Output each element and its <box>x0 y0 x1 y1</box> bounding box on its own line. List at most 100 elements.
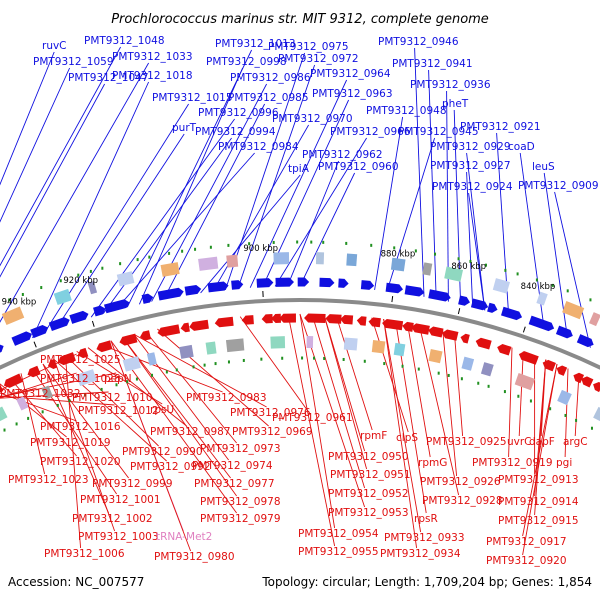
forward-gene-label: PMT9312_0985 <box>228 92 309 104</box>
forward-gene-label: PMT9312_1033 <box>112 51 193 63</box>
reverse-gene-label: PMT9312_0954 <box>298 528 379 540</box>
track-dot <box>393 246 396 250</box>
track-dot <box>529 399 532 403</box>
forward-gene-label: PMT9312_0986 <box>230 72 311 84</box>
forward-gene-label: PMT9312_0964 <box>310 68 391 80</box>
annotation-block <box>76 369 97 387</box>
annotation-block <box>16 396 29 411</box>
reverse-gene-leader <box>122 337 231 479</box>
annotation-block <box>536 291 548 306</box>
forward-gene-leader <box>90 118 235 318</box>
reverse-gene <box>382 319 404 331</box>
reverse-gene-label: PMT9312_0969 <box>232 426 313 438</box>
forward-gene-leader <box>0 51 55 186</box>
reverse-gene <box>340 314 354 325</box>
track-dot <box>342 357 345 361</box>
forward-gene-leader <box>554 191 591 348</box>
forward-gene <box>385 282 404 294</box>
reverse-gene <box>428 326 444 338</box>
track-dot <box>59 279 62 283</box>
track-dot <box>281 356 284 360</box>
track-dot <box>175 368 178 372</box>
gene-features <box>0 240 600 432</box>
reverse-gene <box>157 324 181 337</box>
reverse-gene <box>261 314 273 324</box>
reverse-gene-label: PMT9312_0925 <box>426 436 507 448</box>
reverse-gene-label: PMT9312_0961 <box>272 412 353 424</box>
track-dot <box>135 377 138 381</box>
annotation-block <box>315 252 325 265</box>
tick-label: 840 kbp <box>521 282 556 292</box>
forward-gene-label: PMT9312_0960 <box>318 161 399 173</box>
reverse-gene-label: PMT9312_1023 <box>8 474 89 486</box>
reverse-gene-leader <box>0 383 67 438</box>
track-dot <box>56 403 59 407</box>
forward-gene-label: PMT9312_0994 <box>195 126 276 138</box>
reverse-gene-leader <box>564 368 569 458</box>
track-dot <box>68 399 71 403</box>
reverse-gene-label: PMT9312_0933 <box>384 532 465 544</box>
reverse-gene-label: PMT9312_0952 <box>328 488 409 500</box>
track-dot <box>301 356 304 360</box>
forward-gene <box>103 299 130 314</box>
forward-gene <box>360 280 375 290</box>
reverse-gene-leader <box>239 316 309 413</box>
reverse-gene <box>58 352 76 366</box>
gene-labels: ruvC PMT9312_1048 PMT9312_1013PMT9312_0975… <box>0 35 599 567</box>
forward-gene-label: PMT9312_0998 <box>206 56 287 68</box>
reverse-gene <box>0 384 4 393</box>
track-dot <box>27 416 30 420</box>
forward-gene-leader <box>114 152 255 311</box>
track-dot <box>469 259 472 263</box>
reverse-gene-label: PMT9312_1019 <box>30 437 111 449</box>
track-dot <box>401 364 404 368</box>
forward-gene-label: PMT9312_0970 <box>272 113 353 125</box>
reverse-gene-label: PMT9312_0980 <box>154 551 235 563</box>
annotation-block <box>198 256 219 271</box>
track-dot <box>119 262 122 266</box>
reverse-gene-label: PMT9312_1032 <box>0 388 81 400</box>
forward-gene-label: PMT9312_0972 <box>278 53 359 65</box>
forward-gene-label: PMT9312_1018 <box>112 70 193 82</box>
ring-background <box>0 298 600 370</box>
reverse-gene-label: rpmG <box>418 457 447 469</box>
reverse-gene <box>279 313 296 323</box>
track-dot <box>345 241 348 245</box>
forward-gene-leader <box>32 81 150 339</box>
annotation-block <box>422 262 433 276</box>
track-dot <box>310 240 313 244</box>
forward-gene <box>275 277 294 287</box>
annotation-block <box>87 280 98 295</box>
reverse-gene-label: PMT9312_0973 <box>200 443 281 455</box>
reverse-gene-leader <box>371 317 409 433</box>
reverse-gene-label: PMT9312_1003 <box>78 531 159 543</box>
reverse-gene-leader <box>0 391 109 399</box>
reverse-gene <box>304 313 326 323</box>
track-dot <box>136 258 139 262</box>
forward-gene-leader <box>468 192 486 311</box>
reverse-gene-label: PMT9312_0934 <box>380 548 461 560</box>
reverse-gene-leader <box>311 313 366 489</box>
reverse-gene <box>119 333 138 346</box>
reverse-gene-leader <box>508 347 513 458</box>
forward-gene-label: PMT9312_0921 <box>460 121 541 133</box>
annotation-block <box>146 352 157 366</box>
forward-gene <box>141 293 154 304</box>
track-dot <box>168 251 171 255</box>
track-dot <box>41 410 44 414</box>
forward-gene-label: PMT9312_1013 <box>215 38 296 50</box>
track-dot <box>551 283 554 287</box>
reverse-gene-leader <box>522 363 558 556</box>
forward-gene <box>458 295 470 306</box>
reverse-gene-leader <box>157 328 269 427</box>
reverse-gene-label: pgi <box>556 457 572 469</box>
reverse-gene-label: PMT9312_0977 <box>194 478 275 490</box>
reverse-gene-leader <box>9 378 77 457</box>
summary-text: Topology: circular; Length: 1,709,204 bp… <box>261 575 592 589</box>
forward-gene <box>487 302 498 313</box>
forward-gene-leader <box>163 103 265 300</box>
reverse-gene-leader <box>0 395 115 406</box>
reverse-gene-leader <box>133 334 267 408</box>
reverse-gene-label: PMT9312_0999 <box>92 478 173 490</box>
track-dot <box>503 390 506 394</box>
